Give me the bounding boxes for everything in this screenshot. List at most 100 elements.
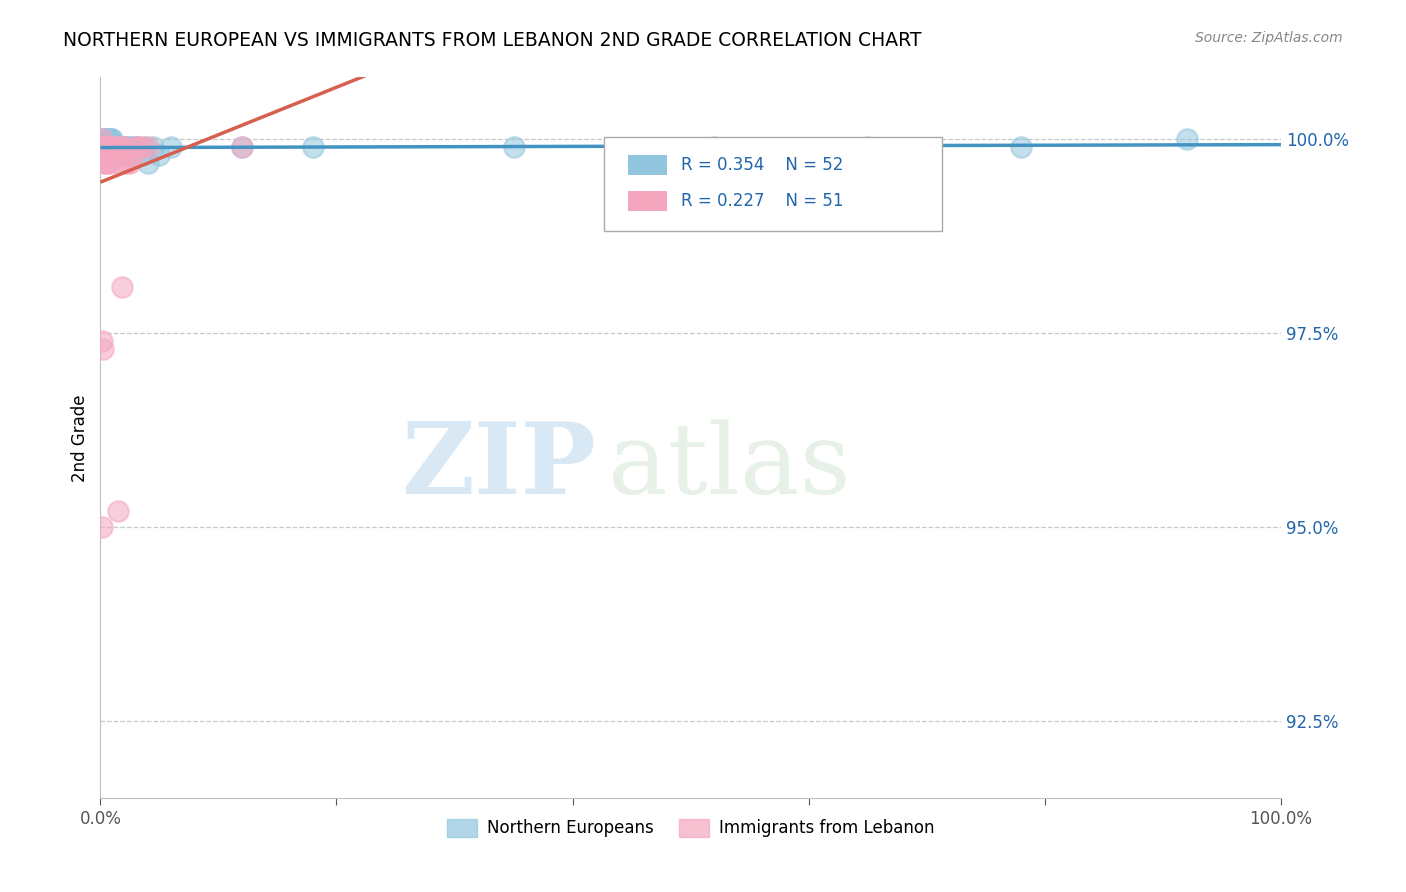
Point (90, 140, 112, 154)
Point (93, 140, 115, 154)
Text: Source: ZipAtlas.com: Source: ZipAtlas.com (1195, 31, 1343, 45)
Point (94, 140, 117, 154)
Point (90, 140, 112, 154)
Point (134, 140, 156, 154)
FancyBboxPatch shape (628, 155, 666, 176)
Point (93, 155, 115, 169)
Point (103, 140, 125, 154)
Point (98, 140, 121, 154)
Point (105, 140, 128, 154)
Point (91, 140, 114, 154)
Point (94, 148, 117, 162)
Point (112, 140, 135, 154)
Text: R = 0.354    N = 52: R = 0.354 N = 52 (682, 156, 844, 174)
Point (148, 148, 170, 162)
Point (120, 140, 142, 154)
Point (100, 140, 122, 154)
Point (94, 140, 117, 154)
Point (94, 132, 117, 146)
Point (97, 148, 120, 162)
Point (105, 140, 128, 154)
Point (112, 148, 135, 162)
Point (136, 155, 159, 169)
Point (131, 140, 153, 154)
Point (96, 155, 118, 169)
Point (142, 140, 165, 154)
Point (110, 148, 132, 162)
Point (90, 520, 112, 534)
Point (96, 140, 118, 154)
Point (93, 140, 115, 154)
Point (97, 132, 120, 146)
Point (117, 148, 139, 162)
Point (100, 148, 122, 162)
Point (90, 334, 112, 348)
Point (96, 140, 118, 154)
Point (104, 140, 127, 154)
Point (122, 148, 145, 162)
Point (115, 140, 138, 154)
Point (90, 132, 112, 146)
Point (101, 140, 124, 154)
Point (110, 140, 132, 154)
Point (93, 132, 115, 146)
Point (101, 132, 124, 146)
Point (96, 132, 118, 146)
Point (131, 148, 153, 162)
Point (104, 140, 127, 154)
Point (122, 148, 145, 162)
Point (108, 140, 131, 154)
Point (98, 140, 121, 154)
Point (100, 148, 122, 162)
Point (110, 279, 132, 293)
Point (302, 140, 325, 154)
Point (110, 148, 132, 162)
Point (96, 140, 118, 154)
Point (160, 140, 183, 154)
Point (127, 140, 149, 154)
Point (856, 140, 879, 154)
Point (125, 140, 148, 154)
Point (231, 140, 253, 154)
Point (93, 140, 115, 154)
Point (91, 132, 114, 146)
Point (118, 148, 141, 162)
Point (101, 148, 124, 162)
Text: R = 0.227    N = 51: R = 0.227 N = 51 (682, 193, 844, 211)
Point (103, 140, 125, 154)
Point (91, 148, 114, 162)
Point (97, 140, 120, 154)
Point (97, 140, 120, 154)
Point (98, 132, 121, 146)
Point (115, 155, 138, 169)
Point (107, 148, 129, 162)
Point (90, 148, 112, 162)
Point (103, 148, 125, 162)
Point (96, 155, 118, 169)
FancyBboxPatch shape (605, 136, 942, 231)
Point (94, 140, 117, 154)
Point (111, 140, 134, 154)
FancyBboxPatch shape (628, 191, 666, 211)
Point (125, 140, 148, 154)
Point (231, 140, 253, 154)
Text: ZIP: ZIP (401, 418, 596, 515)
Text: NORTHERN EUROPEAN VS IMMIGRANTS FROM LEBANON 2ND GRADE CORRELATION CHART: NORTHERN EUROPEAN VS IMMIGRANTS FROM LEB… (63, 31, 922, 50)
Point (103, 148, 125, 162)
Point (98, 155, 121, 169)
Point (96, 140, 118, 154)
Point (108, 155, 131, 169)
Point (1010, 140, 1032, 154)
Point (96, 132, 118, 146)
Point (96, 140, 118, 154)
Point (103, 140, 125, 154)
Point (91, 140, 114, 154)
Point (90, 140, 112, 154)
Point (91, 342, 114, 356)
Point (136, 140, 159, 154)
Point (107, 148, 129, 162)
Text: atlas: atlas (607, 418, 851, 515)
Point (114, 140, 136, 154)
Point (111, 140, 134, 154)
Point (1175, 132, 1198, 146)
